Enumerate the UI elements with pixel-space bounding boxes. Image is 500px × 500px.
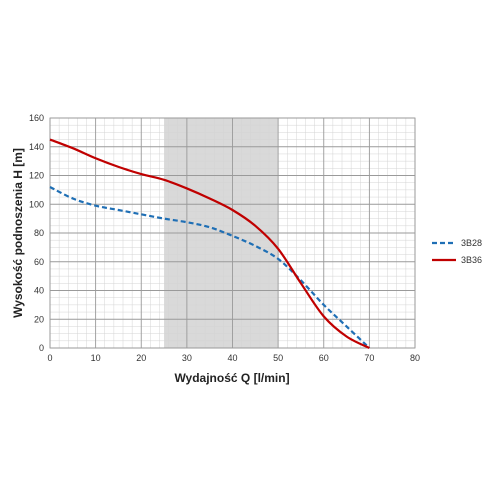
x-tick-label: 60 [319, 353, 329, 363]
y-tick-label: 40 [34, 286, 44, 296]
series-line-3b28 [49, 186, 371, 349]
series-lines [49, 138, 371, 349]
major-grid [49, 117, 416, 349]
y-tick-label: 160 [29, 113, 44, 123]
legend-label-3b28: 3B28 [461, 238, 482, 248]
x-tick-label: 20 [136, 353, 146, 363]
x-tick-label: 30 [182, 353, 192, 363]
y-tick-label: 120 [29, 171, 44, 181]
legend-label-3b36: 3B36 [461, 255, 482, 265]
plot-border [49, 117, 416, 349]
x-tick-labels: 0 10 20 30 40 50 60 70 80 [47, 353, 420, 363]
y-tick-label: 140 [29, 142, 44, 152]
y-tick-label: 80 [34, 228, 44, 238]
x-tick-label: 0 [47, 353, 52, 363]
y-axis-label: Wysokość podnoszenia H [m] [11, 148, 25, 318]
x-axis-label: Wydajność Q [l/min] [174, 371, 289, 385]
x-tick-label: 50 [273, 353, 283, 363]
legend: 3B28 3B36 [432, 238, 482, 265]
x-tick-label: 80 [410, 353, 420, 363]
y-tick-labels: 0 20 40 60 80 100 120 140 160 [29, 113, 44, 353]
y-tick-label: 100 [29, 199, 44, 209]
y-tick-label: 20 [34, 314, 44, 324]
x-tick-label: 10 [91, 353, 101, 363]
series-line-3b36 [49, 138, 370, 349]
y-tick-label: 0 [39, 343, 44, 353]
x-tick-label: 40 [227, 353, 237, 363]
x-tick-label: 70 [364, 353, 374, 363]
y-tick-label: 60 [34, 257, 44, 267]
